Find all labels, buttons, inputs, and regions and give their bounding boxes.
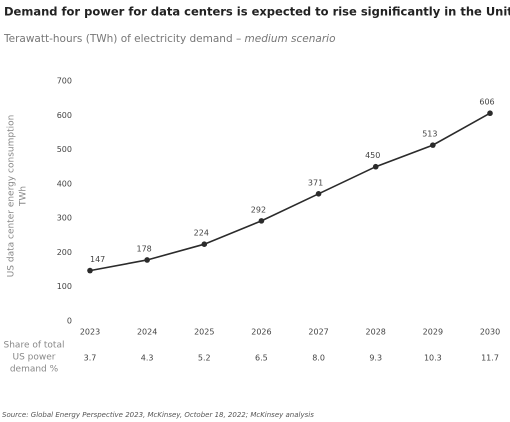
- share-label: demand %: [10, 365, 59, 375]
- y-tick-label: 100: [57, 282, 72, 291]
- point: [372, 163, 379, 170]
- share-value: 6.5: [255, 354, 268, 363]
- point: [258, 218, 265, 224]
- data-label: 292: [251, 205, 266, 214]
- data-label: 513: [422, 130, 437, 139]
- y-tick-label: 300: [57, 214, 72, 223]
- point: [87, 267, 93, 274]
- x-tick-label: 2028: [366, 328, 386, 337]
- share-value: 10.3: [424, 354, 442, 363]
- data-label: 147: [90, 255, 105, 264]
- share-value: 3.7: [84, 354, 97, 363]
- y-tick-label: 400: [57, 179, 72, 188]
- data-label: 371: [308, 178, 323, 187]
- subtitle-emphasis: medium scenario: [245, 33, 336, 45]
- data-label: 450: [365, 151, 380, 160]
- point: [315, 191, 322, 197]
- chart-subtitle: Terawatt-hours (TWh) of electricity dema…: [3, 33, 336, 45]
- share-label: US power: [13, 353, 56, 363]
- share-value: 9.3: [369, 354, 382, 363]
- data-label: 606: [479, 98, 494, 107]
- y-axis-label: US data center energy consumption: [7, 115, 17, 278]
- data-label: 224: [194, 229, 209, 238]
- share-value: 8.0: [312, 354, 325, 363]
- x-tick-label: 2023: [80, 328, 100, 337]
- data-label: 178: [137, 244, 152, 253]
- y-tick-label: 200: [57, 248, 72, 257]
- x-tick-label: 2026: [251, 328, 271, 337]
- y-tick-label: 0: [67, 317, 72, 326]
- point: [144, 257, 150, 263]
- share-label: Share of total: [4, 341, 65, 351]
- line: [89, 112, 491, 272]
- chart-title: Demand for power for data centers is exp…: [4, 5, 510, 19]
- x-tick-label: 2027: [308, 328, 328, 337]
- share-value: 5.2: [198, 354, 211, 363]
- y-tick-label: 600: [57, 111, 72, 120]
- source: Source: Global Energy Perspective 2023, …: [2, 411, 314, 419]
- point: [201, 241, 208, 247]
- point: [487, 110, 493, 117]
- y-tick-label: 700: [57, 77, 72, 86]
- subtitle-text: Terawatt-hours (TWh) of electricity dema…: [3, 33, 241, 45]
- share-value: 4.3: [141, 354, 154, 363]
- y-axis-label: TWh: [19, 186, 29, 207]
- y-tick-label: 500: [57, 145, 72, 154]
- x-tick-label: 2024: [137, 328, 157, 337]
- point: [430, 142, 436, 148]
- share-value: 11.7: [481, 354, 499, 363]
- x-tick-label: 2025: [194, 328, 214, 337]
- x-tick-label: 2029: [423, 328, 443, 337]
- x-tick-label: 2030: [480, 328, 500, 337]
